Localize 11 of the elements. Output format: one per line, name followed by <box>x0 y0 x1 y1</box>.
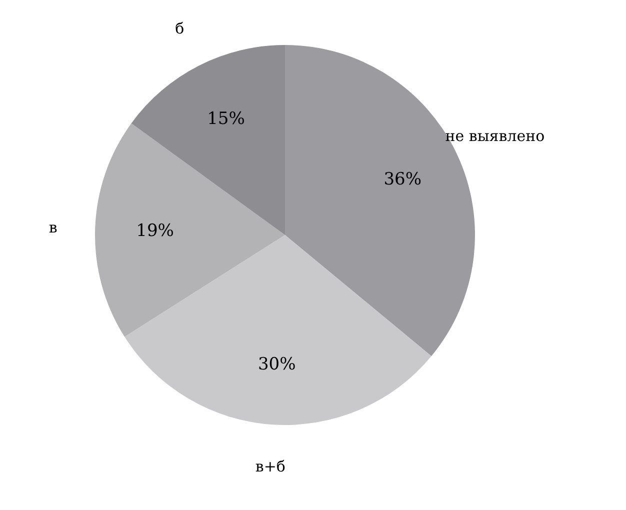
pie-slice <box>131 45 285 235</box>
slice-label: в <box>48 218 58 237</box>
slice-label: в+б <box>255 458 286 476</box>
slice-label: не выявлено <box>445 127 545 146</box>
data-label: 19% <box>136 220 174 241</box>
data-label: 15% <box>207 109 245 130</box>
data-label: 30% <box>258 354 296 375</box>
pie-slice <box>95 123 285 337</box>
data-label: 36% <box>384 170 422 190</box>
pie-slice <box>124 235 432 425</box>
slice-label: б <box>175 19 184 38</box>
